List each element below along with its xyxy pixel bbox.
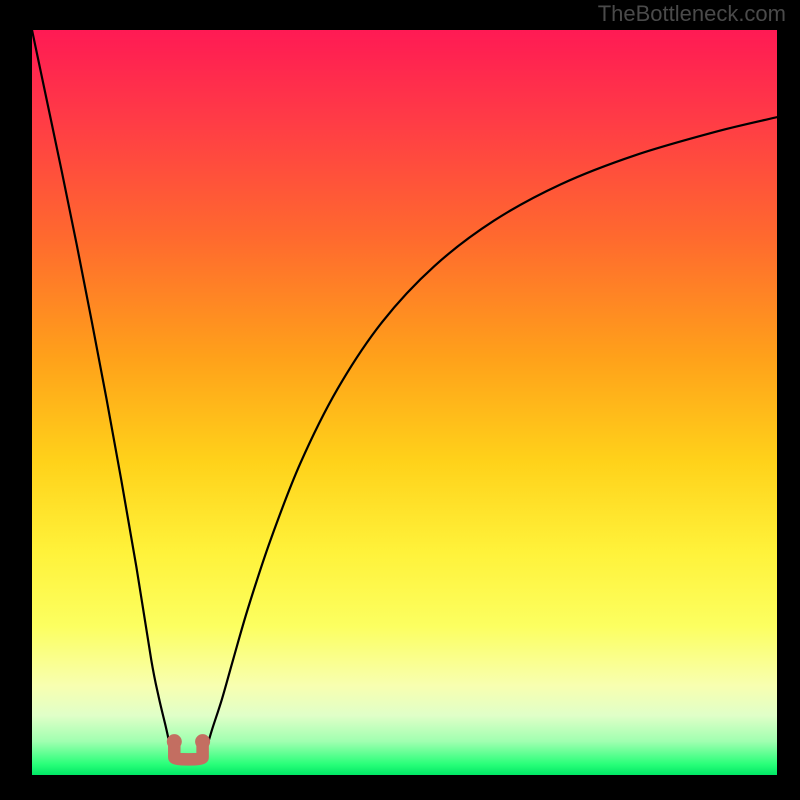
curve-layer xyxy=(32,30,777,775)
dip-marker-dot-right xyxy=(195,734,210,749)
plot-area xyxy=(32,30,777,775)
bottleneck-right-curve xyxy=(202,117,777,763)
dip-marker-dot-left xyxy=(167,734,182,749)
chart-stage: TheBottleneck.com xyxy=(0,0,800,800)
bottleneck-left-curve xyxy=(32,30,175,763)
dip-marker xyxy=(167,734,210,759)
watermark-text: TheBottleneck.com xyxy=(598,1,786,27)
